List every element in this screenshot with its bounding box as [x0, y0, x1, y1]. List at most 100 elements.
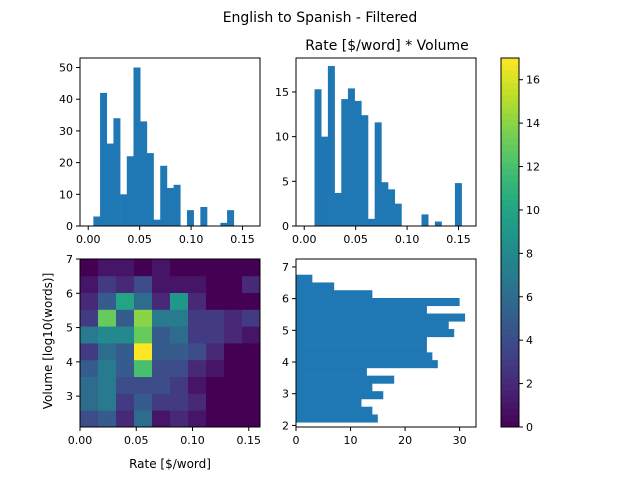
y-tick-label: 0 [526, 421, 533, 434]
histogram-bar [334, 192, 342, 226]
colorbar-segment [501, 273, 519, 280]
heatmap-cell [224, 343, 243, 361]
colorbar-segment [501, 267, 519, 274]
y-tick-label: 10 [275, 131, 289, 144]
heatmap-cell [116, 410, 135, 428]
heatmap-cell [80, 259, 99, 277]
colorbar-segment [501, 310, 519, 317]
colorbar-segment [501, 248, 519, 256]
heatmap-cell [170, 292, 189, 310]
heatmap-cell [80, 343, 99, 361]
histogram-bar [296, 383, 373, 392]
heatmap-cell [188, 410, 207, 428]
colorbar-segment [501, 58, 519, 65]
colorbar-segment [501, 254, 519, 262]
histogram-bar [296, 398, 362, 408]
heatmap-cell [224, 359, 243, 377]
y-tick-label: 0 [282, 220, 289, 233]
y-tick-label: 5 [282, 175, 289, 188]
histogram-bar [173, 184, 181, 226]
heatmap-cell [188, 359, 207, 377]
y-tick-label: 5 [282, 324, 289, 337]
x-tick-label: 0.10 [395, 233, 420, 246]
colorbar-segment [501, 150, 519, 157]
heatmap-cell [224, 259, 243, 277]
heatmap-cell [116, 275, 135, 293]
colorbar-segment [501, 297, 519, 305]
colorbar-segment [501, 365, 519, 373]
heatmap-cell [170, 410, 189, 428]
histogram-bar [140, 121, 148, 226]
histogram-bar [186, 210, 194, 226]
histogram-bar [166, 187, 174, 226]
histogram-volume: 0 10 20 30 2 3 4 5 6 7 [282, 258, 477, 447]
heatmap-cell [206, 259, 225, 277]
y-tick-label: 16 [526, 74, 540, 87]
heatmap-cell [242, 410, 261, 428]
heatmap-cell [242, 259, 261, 277]
histogram-bar [296, 313, 466, 322]
histogram-bar [394, 203, 402, 226]
histogram-bar [296, 274, 313, 283]
heatmap-cell [242, 275, 261, 293]
colorbar-segment [501, 144, 519, 151]
colorbar-segment [501, 279, 519, 287]
heatmap-cell [188, 376, 207, 394]
colorbar-segment [501, 107, 519, 114]
heatmap-cell [134, 292, 153, 310]
axes-frame [500, 57, 520, 428]
heatmap-cell [188, 259, 207, 277]
x-tick-label: 0.05 [343, 233, 368, 246]
colorbar-segment [501, 137, 519, 145]
histogram-bar [296, 406, 373, 415]
histogram-bar [296, 414, 378, 423]
heatmap-cell [152, 410, 171, 428]
heatmap-cell [170, 393, 189, 411]
heatmap-cell [134, 359, 153, 377]
heatmap-cell [152, 359, 171, 377]
heatmap-cell [152, 292, 171, 310]
histogram-bar [296, 352, 433, 361]
histogram-bar [347, 88, 355, 226]
histogram-bar [368, 218, 375, 226]
heatmap-cell [206, 376, 225, 394]
heatmap-cell [242, 376, 261, 394]
histogram-bar [146, 153, 154, 226]
heatmap-cell [224, 410, 243, 428]
heatmap-cell [188, 393, 207, 411]
heatmap-cell [224, 275, 243, 293]
colorbar-segment [501, 94, 519, 102]
heatmap-cell [116, 292, 135, 310]
heatmap-cell [188, 292, 207, 310]
y-tick-label: 7 [282, 261, 289, 274]
x-tick-label: 10 [344, 434, 358, 447]
colorbar-segment [501, 291, 519, 299]
colorbar-segment [501, 70, 519, 77]
heatmap-cell [98, 410, 117, 428]
colorbar-segment [501, 181, 519, 188]
figure-title: English to Spanish - Filtered [223, 10, 418, 26]
x-tick-label: 0.00 [68, 434, 93, 447]
histogram-bar [361, 115, 369, 226]
colorbar-segment [501, 224, 519, 231]
colorbar-segment [501, 193, 519, 200]
histogram-bar [296, 391, 384, 400]
histogram-bar [454, 183, 462, 226]
heatmap-cell [98, 376, 117, 394]
colorbar-segment [501, 217, 519, 225]
y-tick-label: 0 [66, 220, 73, 233]
heatmap-cell [116, 309, 135, 327]
colorbar-segment [501, 156, 519, 164]
heatmap-cell [134, 410, 153, 428]
y-tick-label: 15 [275, 86, 289, 99]
heatmap-cell [224, 326, 243, 344]
axes-frame [79, 57, 261, 227]
heatmap-cell [224, 393, 243, 411]
heatmap-cell [206, 309, 225, 327]
heatmap-cell [98, 259, 117, 277]
colorbar-segment [501, 420, 519, 428]
heatmap-cell [242, 343, 261, 361]
histogram-rate: 0.00 0.05 0.10 0.15 0 10 20 30 40 50 [59, 57, 261, 246]
heatmap-cell [170, 275, 189, 293]
y-tick-label: 14 [526, 117, 540, 130]
